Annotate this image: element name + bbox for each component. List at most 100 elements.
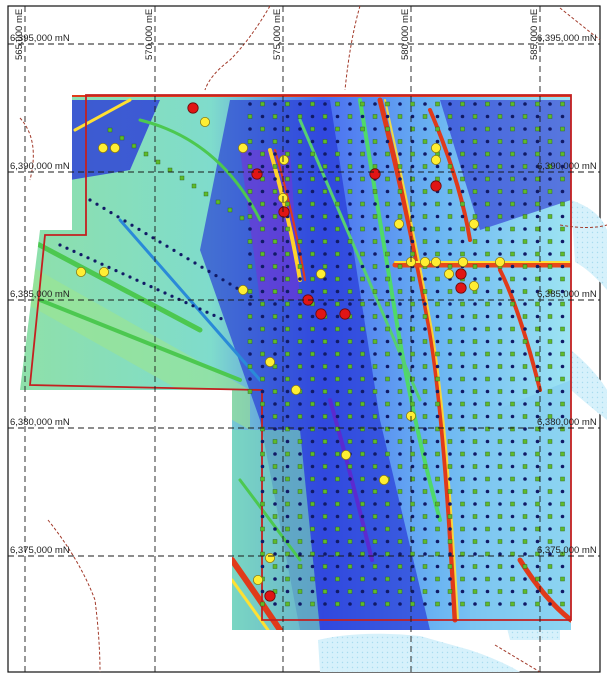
drill-hole-marker — [548, 327, 552, 331]
sample-marker — [560, 501, 565, 507]
sample-marker — [547, 189, 553, 194]
drill-hole-marker — [348, 127, 352, 131]
sample-marker — [522, 164, 528, 169]
drill-hole-marker — [335, 389, 340, 394]
sample-marker — [385, 426, 390, 432]
drill-hole-marker — [548, 302, 552, 306]
sample-marker — [447, 139, 453, 144]
drill-hole-marker — [285, 489, 290, 494]
sample-marker — [272, 264, 278, 269]
drill-hole-marker — [423, 102, 427, 106]
sample-marker — [372, 364, 378, 369]
drill-hole-marker — [385, 264, 390, 269]
drill-hole-marker — [398, 177, 402, 181]
sample-marker — [360, 576, 365, 582]
drill-hole-marker — [260, 264, 265, 269]
sample-marker — [560, 451, 565, 457]
anomalous-hole-yellow — [494, 256, 505, 267]
drill-hole-marker — [335, 264, 340, 269]
drill-hole-marker — [323, 602, 327, 606]
drill-hole-marker — [323, 102, 327, 106]
sample-marker — [372, 264, 378, 269]
drill-hole-marker — [323, 427, 327, 431]
drill-hole-marker — [560, 464, 565, 469]
sample-marker — [560, 151, 565, 157]
sample-marker — [360, 501, 365, 507]
drill-hole-marker — [485, 214, 490, 219]
sample-marker — [360, 426, 365, 432]
sample-marker — [297, 164, 303, 169]
drill-hole-marker — [348, 202, 352, 206]
sample-marker — [522, 439, 528, 444]
sample-marker — [272, 214, 278, 219]
sample-marker — [447, 364, 453, 369]
sample-marker — [360, 276, 365, 282]
northing-label: 6,395,000 mN — [10, 33, 70, 44]
sample-marker — [272, 314, 278, 319]
sample-marker — [485, 251, 490, 257]
drill-hole-marker — [560, 139, 565, 144]
drill-hole-marker — [310, 539, 315, 544]
drill-hole-marker — [348, 477, 352, 481]
sample-marker — [385, 526, 390, 532]
drill-hole-marker — [498, 127, 502, 131]
drill-hole-marker — [473, 452, 477, 456]
sample-marker — [560, 476, 565, 482]
sample-marker — [410, 251, 415, 257]
sample-marker — [485, 526, 490, 532]
drill-hole-marker — [523, 502, 527, 506]
drill-hole-marker — [460, 564, 465, 569]
sample-marker — [260, 101, 265, 107]
sample-marker — [410, 426, 415, 432]
drill-hole-marker — [298, 352, 302, 356]
sample-marker — [485, 126, 490, 132]
anomalous-hole-red — [455, 268, 467, 280]
drill-hole-marker — [310, 489, 315, 494]
drill-hole-marker — [410, 139, 415, 144]
drill-hole-marker — [348, 527, 352, 531]
drill-hole-marker — [473, 552, 477, 556]
drill-hole-marker — [435, 314, 440, 319]
drill-hole-marker — [485, 489, 490, 494]
sample-marker — [510, 201, 515, 207]
drill-hole-marker — [298, 402, 302, 406]
drill-hole-marker — [385, 514, 390, 519]
sample-marker — [447, 589, 453, 594]
drill-hole-marker — [298, 277, 302, 281]
sample-marker — [560, 326, 565, 332]
drill-hole-marker — [435, 139, 440, 144]
drill-hole-marker — [548, 502, 552, 506]
drill-hole-marker — [360, 164, 365, 169]
sample-marker — [560, 301, 565, 307]
drill-hole-marker — [385, 589, 390, 594]
sample-marker — [410, 151, 415, 157]
sample-marker — [522, 414, 528, 419]
sample-marker — [410, 401, 415, 407]
sample-marker — [385, 501, 390, 507]
sample-marker — [435, 426, 440, 432]
drill-hole-marker — [335, 239, 340, 244]
drill-hole-marker — [435, 339, 440, 344]
sample-marker — [410, 526, 415, 532]
drill-hole-marker — [360, 414, 365, 419]
sample-marker — [347, 464, 353, 469]
drill-hole-marker — [460, 189, 465, 194]
sample-marker — [272, 539, 278, 544]
drill-hole-marker — [285, 389, 290, 394]
sample-marker — [510, 176, 515, 182]
drill-hole-marker — [273, 352, 277, 356]
drill-hole-marker — [273, 177, 277, 181]
sample-marker — [435, 476, 440, 482]
drill-hole-marker — [360, 539, 365, 544]
sample-marker — [385, 226, 390, 232]
sample-marker — [247, 289, 253, 294]
sample-marker — [547, 264, 553, 269]
drill-hole-marker — [86, 256, 90, 260]
sample-marker — [410, 576, 415, 582]
drill-hole-marker — [323, 352, 327, 356]
drill-hole-marker — [172, 248, 176, 252]
drill-hole-marker — [348, 327, 352, 331]
sample-marker — [260, 501, 265, 507]
sample-marker — [260, 526, 265, 532]
sample-marker — [347, 214, 353, 219]
